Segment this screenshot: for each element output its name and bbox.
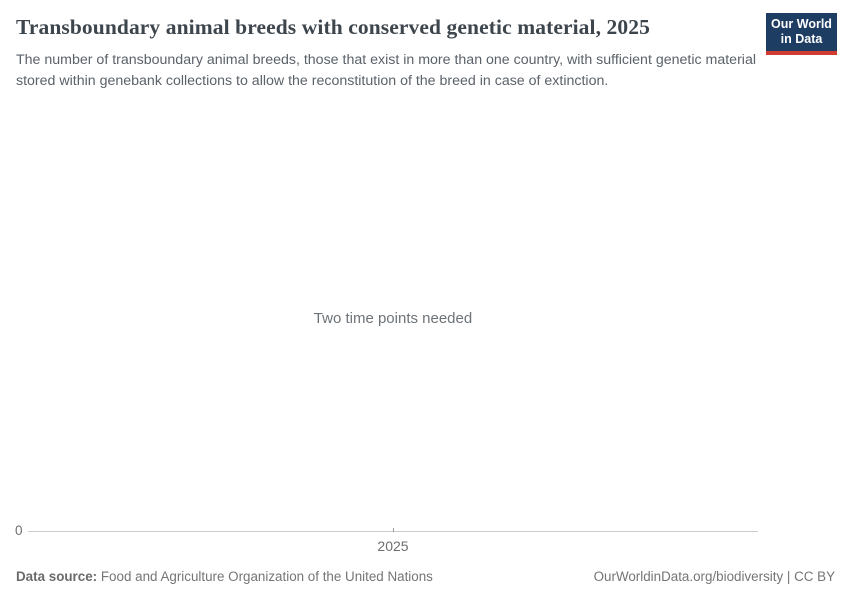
- plot-area: Two time points needed: [28, 100, 758, 531]
- data-source-line: Data source: Food and Agriculture Organiz…: [16, 569, 433, 584]
- x-axis-tick-label: 2025: [377, 538, 409, 554]
- data-source-value: Food and Agriculture Organization of the…: [100, 569, 433, 584]
- empty-state-message: Two time points needed: [313, 310, 473, 327]
- owid-logo-line1: Our World: [771, 17, 832, 31]
- owid-logo-line2: in Data: [780, 32, 823, 46]
- chart-subtitle: The number of transboundary animal breed…: [16, 52, 756, 89]
- owid-logo[interactable]: Our World in Data: [766, 13, 837, 55]
- x-axis-tick: [393, 528, 394, 532]
- chart-title: Transboundary animal breeds with conserv…: [16, 15, 650, 39]
- data-source-label: Data source:: [16, 569, 98, 584]
- y-axis-zero-label: 0: [15, 523, 23, 538]
- chart-footer: Data source: Food and Agriculture Organiz…: [16, 569, 835, 584]
- owid-url-link[interactable]: OurWorldinData.org/biodiversity | CC BY: [593, 569, 835, 584]
